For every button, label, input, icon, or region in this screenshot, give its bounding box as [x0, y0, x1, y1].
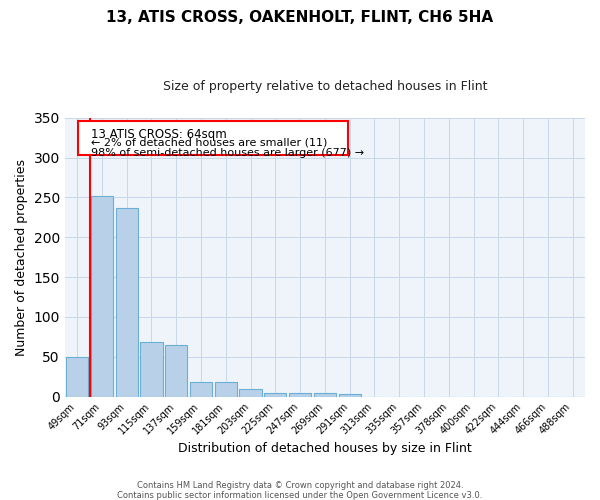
FancyBboxPatch shape — [78, 120, 349, 156]
Text: 13 ATIS CROSS: 64sqm: 13 ATIS CROSS: 64sqm — [91, 128, 227, 140]
Bar — [66, 357, 88, 397]
Bar — [91, 196, 113, 396]
Bar — [116, 208, 138, 396]
Bar — [140, 342, 163, 396]
Bar — [264, 392, 286, 396]
Bar — [190, 382, 212, 396]
Bar — [239, 390, 262, 396]
Text: Contains public sector information licensed under the Open Government Licence v3: Contains public sector information licen… — [118, 490, 482, 500]
Bar — [215, 382, 237, 396]
Text: 13, ATIS CROSS, OAKENHOLT, FLINT, CH6 5HA: 13, ATIS CROSS, OAKENHOLT, FLINT, CH6 5H… — [106, 10, 494, 25]
Title: Size of property relative to detached houses in Flint: Size of property relative to detached ho… — [163, 80, 487, 93]
Bar — [338, 394, 361, 396]
Text: ← 2% of detached houses are smaller (11): ← 2% of detached houses are smaller (11) — [91, 138, 327, 147]
Bar — [314, 394, 336, 396]
Text: Contains HM Land Registry data © Crown copyright and database right 2024.: Contains HM Land Registry data © Crown c… — [137, 480, 463, 490]
Bar — [165, 345, 187, 397]
Text: 98% of semi-detached houses are larger (677) →: 98% of semi-detached houses are larger (… — [91, 148, 364, 158]
Y-axis label: Number of detached properties: Number of detached properties — [15, 158, 28, 356]
X-axis label: Distribution of detached houses by size in Flint: Distribution of detached houses by size … — [178, 442, 472, 455]
Bar — [289, 392, 311, 396]
